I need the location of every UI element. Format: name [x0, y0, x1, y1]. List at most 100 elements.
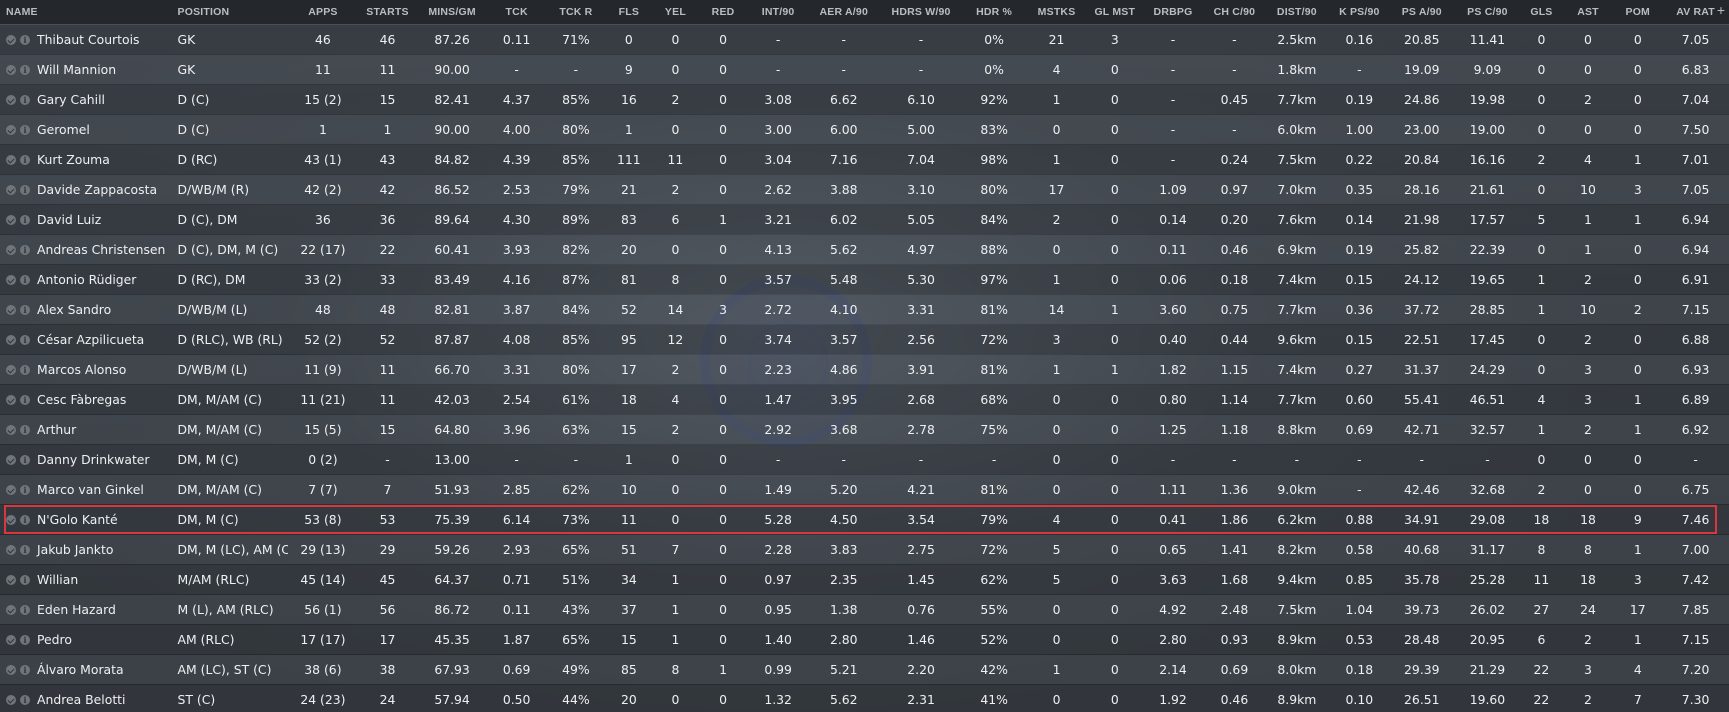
- player-row[interactable]: i Andrea Belotti ST (C) 24 (23) 24 57.94 0.50 4…: [0, 684, 1729, 712]
- player-name[interactable]: Danny Drinkwater: [37, 452, 150, 467]
- player-row[interactable]: i Danny Drinkwater DM, M (C) 0 (2) -13.00- -1…: [0, 444, 1729, 475]
- player-row[interactable]: i Will Mannion GK 11 11 90.00- -9 0 0- - -0% 4 0- -1.…: [0, 54, 1729, 85]
- player-name[interactable]: Andrea Belotti: [37, 692, 126, 707]
- selection-check-icon[interactable]: [6, 454, 16, 465]
- player-row[interactable]: i Willian M/AM (RLC) 45 (14) 45 64.37 0.71 51% 3…: [0, 564, 1729, 595]
- column-header-yel[interactable]: YEL: [652, 0, 699, 25]
- column-header-av_rat[interactable]: AV RAT: [1662, 0, 1729, 25]
- selection-check-icon[interactable]: [6, 364, 16, 375]
- info-icon[interactable]: i: [20, 64, 30, 75]
- info-icon[interactable]: i: [20, 154, 30, 165]
- player-row[interactable]: i Davide Zappacosta D/WB/M (R) 42 (2) 42 86.5…: [0, 174, 1729, 205]
- column-header-aer_a90[interactable]: AER A/90: [808, 0, 879, 25]
- player-name[interactable]: Álvaro Morata: [37, 662, 124, 677]
- info-icon[interactable]: i: [20, 484, 30, 495]
- column-header-ast[interactable]: AST: [1562, 0, 1614, 25]
- info-icon[interactable]: i: [20, 184, 30, 195]
- info-icon[interactable]: i: [20, 124, 30, 135]
- player-name[interactable]: Willian: [37, 572, 79, 587]
- info-icon[interactable]: i: [20, 664, 30, 675]
- info-icon[interactable]: i: [20, 274, 30, 285]
- player-name[interactable]: Andreas Christensen: [37, 242, 166, 257]
- column-header-hdr_pct[interactable]: HDR %: [963, 0, 1025, 25]
- selection-check-icon[interactable]: [6, 304, 16, 315]
- player-row[interactable]: i Cesc Fàbregas DM, M/AM (C) 11 (21) 11 42.03…: [0, 384, 1729, 415]
- player-name[interactable]: Jakub Jankto: [37, 542, 114, 557]
- player-name[interactable]: N'Golo Kanté: [37, 512, 118, 527]
- column-header-ch_c90[interactable]: CH C/90: [1204, 0, 1265, 25]
- selection-check-icon[interactable]: [6, 394, 16, 405]
- selection-check-icon[interactable]: [6, 604, 16, 615]
- info-icon[interactable]: i: [20, 304, 30, 315]
- player-name[interactable]: César Azpilicueta: [37, 332, 145, 347]
- player-name[interactable]: Pedro: [37, 632, 72, 647]
- column-header-mins_gm[interactable]: MINS/GM: [417, 0, 487, 25]
- info-icon[interactable]: i: [20, 454, 30, 465]
- player-name[interactable]: Marcos Alonso: [37, 362, 127, 377]
- player-row[interactable]: i Gary Cahill D (C) 15 (2) 15 82.41 4.37 85% 16 2…: [0, 84, 1729, 115]
- column-header-ps_a90[interactable]: PS A/90: [1388, 0, 1455, 25]
- selection-check-icon[interactable]: [6, 694, 16, 705]
- player-name[interactable]: Kurt Zouma: [37, 152, 110, 167]
- selection-check-icon[interactable]: [6, 424, 16, 435]
- info-icon[interactable]: i: [20, 394, 30, 405]
- info-icon[interactable]: i: [20, 334, 30, 345]
- player-row[interactable]: i Andreas Christensen D (C), DM, M (C) 22 (…: [0, 234, 1729, 265]
- selection-check-icon[interactable]: [6, 334, 16, 345]
- info-icon[interactable]: i: [20, 604, 30, 615]
- column-header-name[interactable]: NAME: [0, 0, 172, 25]
- player-row[interactable]: i N'Golo Kanté DM, M (C) 53 (8) 53 75.39 6.14 7…: [0, 504, 1729, 535]
- column-header-tck_r[interactable]: TCK R: [546, 0, 606, 25]
- player-name[interactable]: Arthur: [37, 422, 77, 437]
- selection-check-icon[interactable]: [6, 34, 16, 45]
- player-row[interactable]: i Eden Hazard M (L), AM (RLC) 56 (1) 56 86.72…: [0, 594, 1729, 625]
- selection-check-icon[interactable]: [6, 64, 16, 75]
- player-name[interactable]: Antonio Rüdiger: [37, 272, 137, 287]
- player-name[interactable]: Davide Zappacosta: [37, 182, 158, 197]
- column-header-gl_mst[interactable]: GL MST: [1088, 0, 1142, 25]
- selection-check-icon[interactable]: [6, 274, 16, 285]
- player-row[interactable]: i Jakub Jankto DM, M (LC), AM (C) 29 (13) 29…: [0, 534, 1729, 565]
- column-header-pom[interactable]: POM: [1613, 0, 1663, 25]
- info-icon[interactable]: i: [20, 544, 30, 555]
- player-row[interactable]: i Marco van Ginkel DM, M/AM (C) 7 (7) 7 51.93…: [0, 474, 1729, 505]
- info-icon[interactable]: i: [20, 214, 30, 225]
- selection-check-icon[interactable]: [6, 94, 16, 105]
- player-row[interactable]: i Marcos Alonso D/WB/M (L) 11 (9) 11 66.70 3.3…: [0, 354, 1729, 385]
- info-icon[interactable]: i: [20, 94, 30, 105]
- column-header-k_ps90[interactable]: K PS/90: [1329, 0, 1389, 25]
- column-header-gls[interactable]: GLS: [1520, 0, 1563, 25]
- player-name[interactable]: Cesc Fàbregas: [37, 392, 127, 407]
- column-header-apps[interactable]: APPS: [287, 0, 358, 25]
- info-icon[interactable]: i: [20, 634, 30, 645]
- info-icon[interactable]: i: [20, 574, 30, 585]
- selection-check-icon[interactable]: [6, 184, 16, 195]
- selection-check-icon[interactable]: [6, 484, 16, 495]
- player-row[interactable]: i Alex Sandro D/WB/M (L) 48 48 82.81 3.87 84% 52…: [0, 294, 1729, 325]
- selection-check-icon[interactable]: [6, 214, 16, 225]
- info-icon[interactable]: i: [20, 244, 30, 255]
- player-row[interactable]: i Kurt Zouma D (RC) 43 (1) 43 84.82 4.39 85% 111…: [0, 144, 1729, 175]
- player-row[interactable]: i Arthur DM, M/AM (C) 15 (5) 15 64.80 3.96 63% 1…: [0, 414, 1729, 445]
- player-name[interactable]: Thibaut Courtois: [37, 32, 140, 47]
- selection-check-icon[interactable]: [6, 574, 16, 585]
- column-header-dist90[interactable]: DIST/90: [1264, 0, 1330, 25]
- column-header-red[interactable]: RED: [698, 0, 748, 25]
- player-name[interactable]: Marco van Ginkel: [37, 482, 144, 497]
- player-row[interactable]: i Álvaro Morata AM (LC), ST (C) 38 (6) 38 67.…: [0, 654, 1729, 685]
- info-icon[interactable]: i: [20, 34, 30, 45]
- selection-check-icon[interactable]: [6, 154, 16, 165]
- column-header-tck[interactable]: TCK: [487, 0, 547, 25]
- player-name[interactable]: Eden Hazard: [37, 602, 116, 617]
- selection-check-icon[interactable]: [6, 514, 16, 525]
- player-name[interactable]: David Luiz: [37, 212, 102, 227]
- info-icon[interactable]: i: [20, 694, 30, 705]
- player-name[interactable]: Geromel: [37, 122, 90, 137]
- player-row[interactable]: i Antonio Rüdiger D (RC), DM 33 (2) 33 83.49 4…: [0, 264, 1729, 295]
- player-name[interactable]: Alex Sandro: [37, 302, 112, 317]
- player-name[interactable]: Will Mannion: [37, 62, 117, 77]
- player-name[interactable]: Gary Cahill: [37, 92, 105, 107]
- column-header-drbpg[interactable]: DRBPG: [1141, 0, 1205, 25]
- selection-check-icon[interactable]: [6, 124, 16, 135]
- column-header-mstks[interactable]: MSTKS: [1024, 0, 1089, 25]
